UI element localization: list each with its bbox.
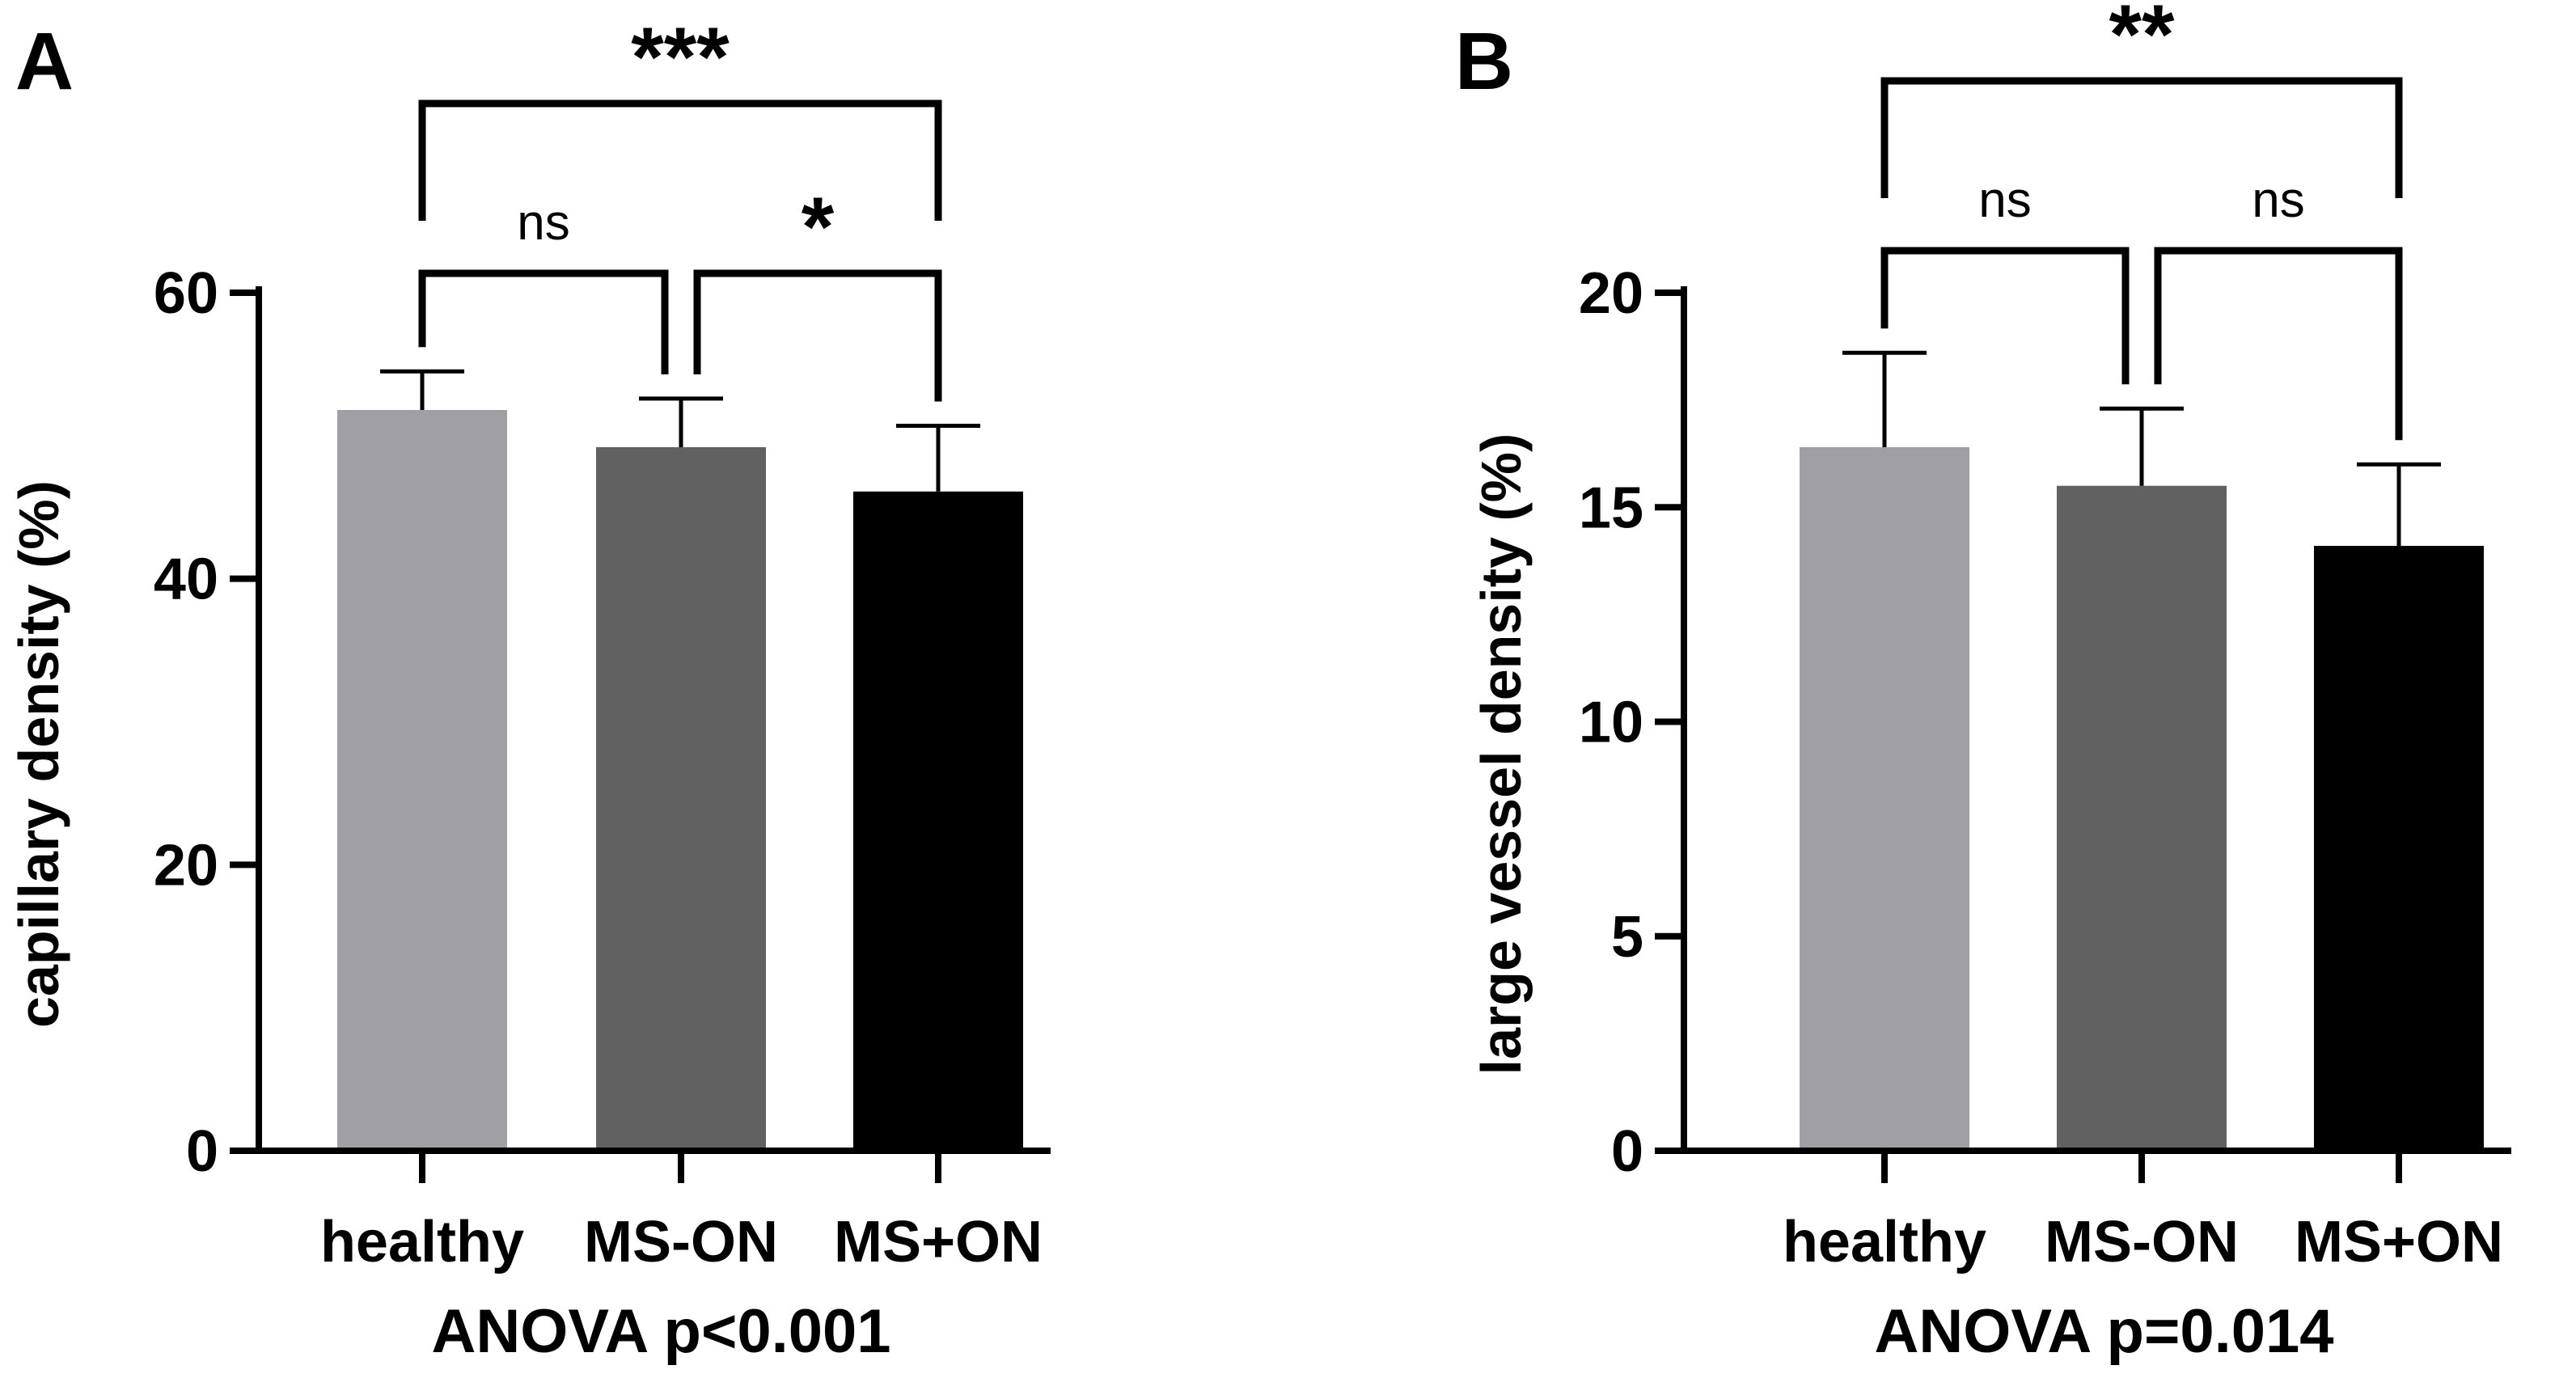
x-axis-label: ANOVA p=0.014 [1874, 1297, 2333, 1366]
significance-bracket: * [693, 180, 942, 402]
significance-bracket: ns [1880, 172, 2130, 385]
error-bar [896, 423, 980, 492]
significance-label: ns [517, 195, 569, 251]
bracket-line [418, 99, 942, 221]
y-tick-label: 40 [154, 547, 218, 612]
error-bar [380, 369, 464, 411]
y-tick-label: 0 [186, 1119, 218, 1184]
bar-ms+on [853, 491, 1023, 1151]
bar-ms-on [596, 446, 766, 1151]
y-tick-label: 15 [1579, 476, 1643, 540]
y-axis-label: large vessel density (%) [1470, 433, 1533, 1076]
bar-ms+on [2314, 545, 2484, 1151]
y-tick-label: 20 [154, 833, 218, 898]
bracket-line [2154, 247, 2403, 441]
bracket-line [693, 269, 942, 402]
significance-label: ns [2252, 172, 2304, 228]
panel-b: B 0 5 10 15 20 healthy MS-ON MS+ON large vessel d… [1455, 0, 2511, 1366]
bar-healthy [337, 410, 507, 1152]
panel-letter: B [1455, 16, 1513, 107]
x-tick-label: MS+ON [834, 1210, 1043, 1274]
error-bar [2357, 462, 2441, 546]
y-tick-label: 10 [1579, 691, 1643, 755]
bar-ms-on [2057, 485, 2227, 1151]
panel-a: A 0 20 40 60 healthy MS-ON MS+ON capillary densi… [7, 11, 1051, 1366]
error-bar [1842, 350, 1927, 447]
y-axis-label: capillary density (%) [7, 480, 70, 1028]
x-axis-label: ANOVA p<0.001 [431, 1297, 890, 1366]
bracket-line [1880, 77, 2403, 198]
bar-healthy [1800, 446, 1969, 1151]
x-tick-label: MS-ON [584, 1210, 778, 1274]
error-bar [639, 396, 723, 447]
y-tick-label: 5 [1611, 905, 1643, 970]
significance-bracket: ns [2154, 172, 2403, 441]
x-tick-label: healthy [1783, 1210, 1986, 1274]
x-tick-label: MS+ON [2295, 1210, 2503, 1274]
panel-letter: A [15, 16, 74, 107]
x-tick-label: healthy [320, 1210, 524, 1274]
significance-label: *** [631, 11, 730, 104]
significance-bracket: *** [418, 11, 942, 221]
y-tick-label: 0 [1611, 1119, 1643, 1184]
y-tick-label: 20 [1579, 261, 1643, 326]
significance-bracket: ** [1880, 0, 2403, 198]
y-tick-label: 60 [154, 261, 218, 326]
x-tick-label: MS-ON [2045, 1210, 2239, 1274]
bracket-line [418, 269, 669, 374]
significance-label: ns [1978, 172, 2031, 228]
error-bar [2100, 406, 2184, 486]
significance-bracket: ns [418, 195, 669, 374]
significance-label: ** [2109, 0, 2175, 82]
bracket-line [1880, 247, 2130, 385]
significance-label: * [802, 180, 835, 274]
